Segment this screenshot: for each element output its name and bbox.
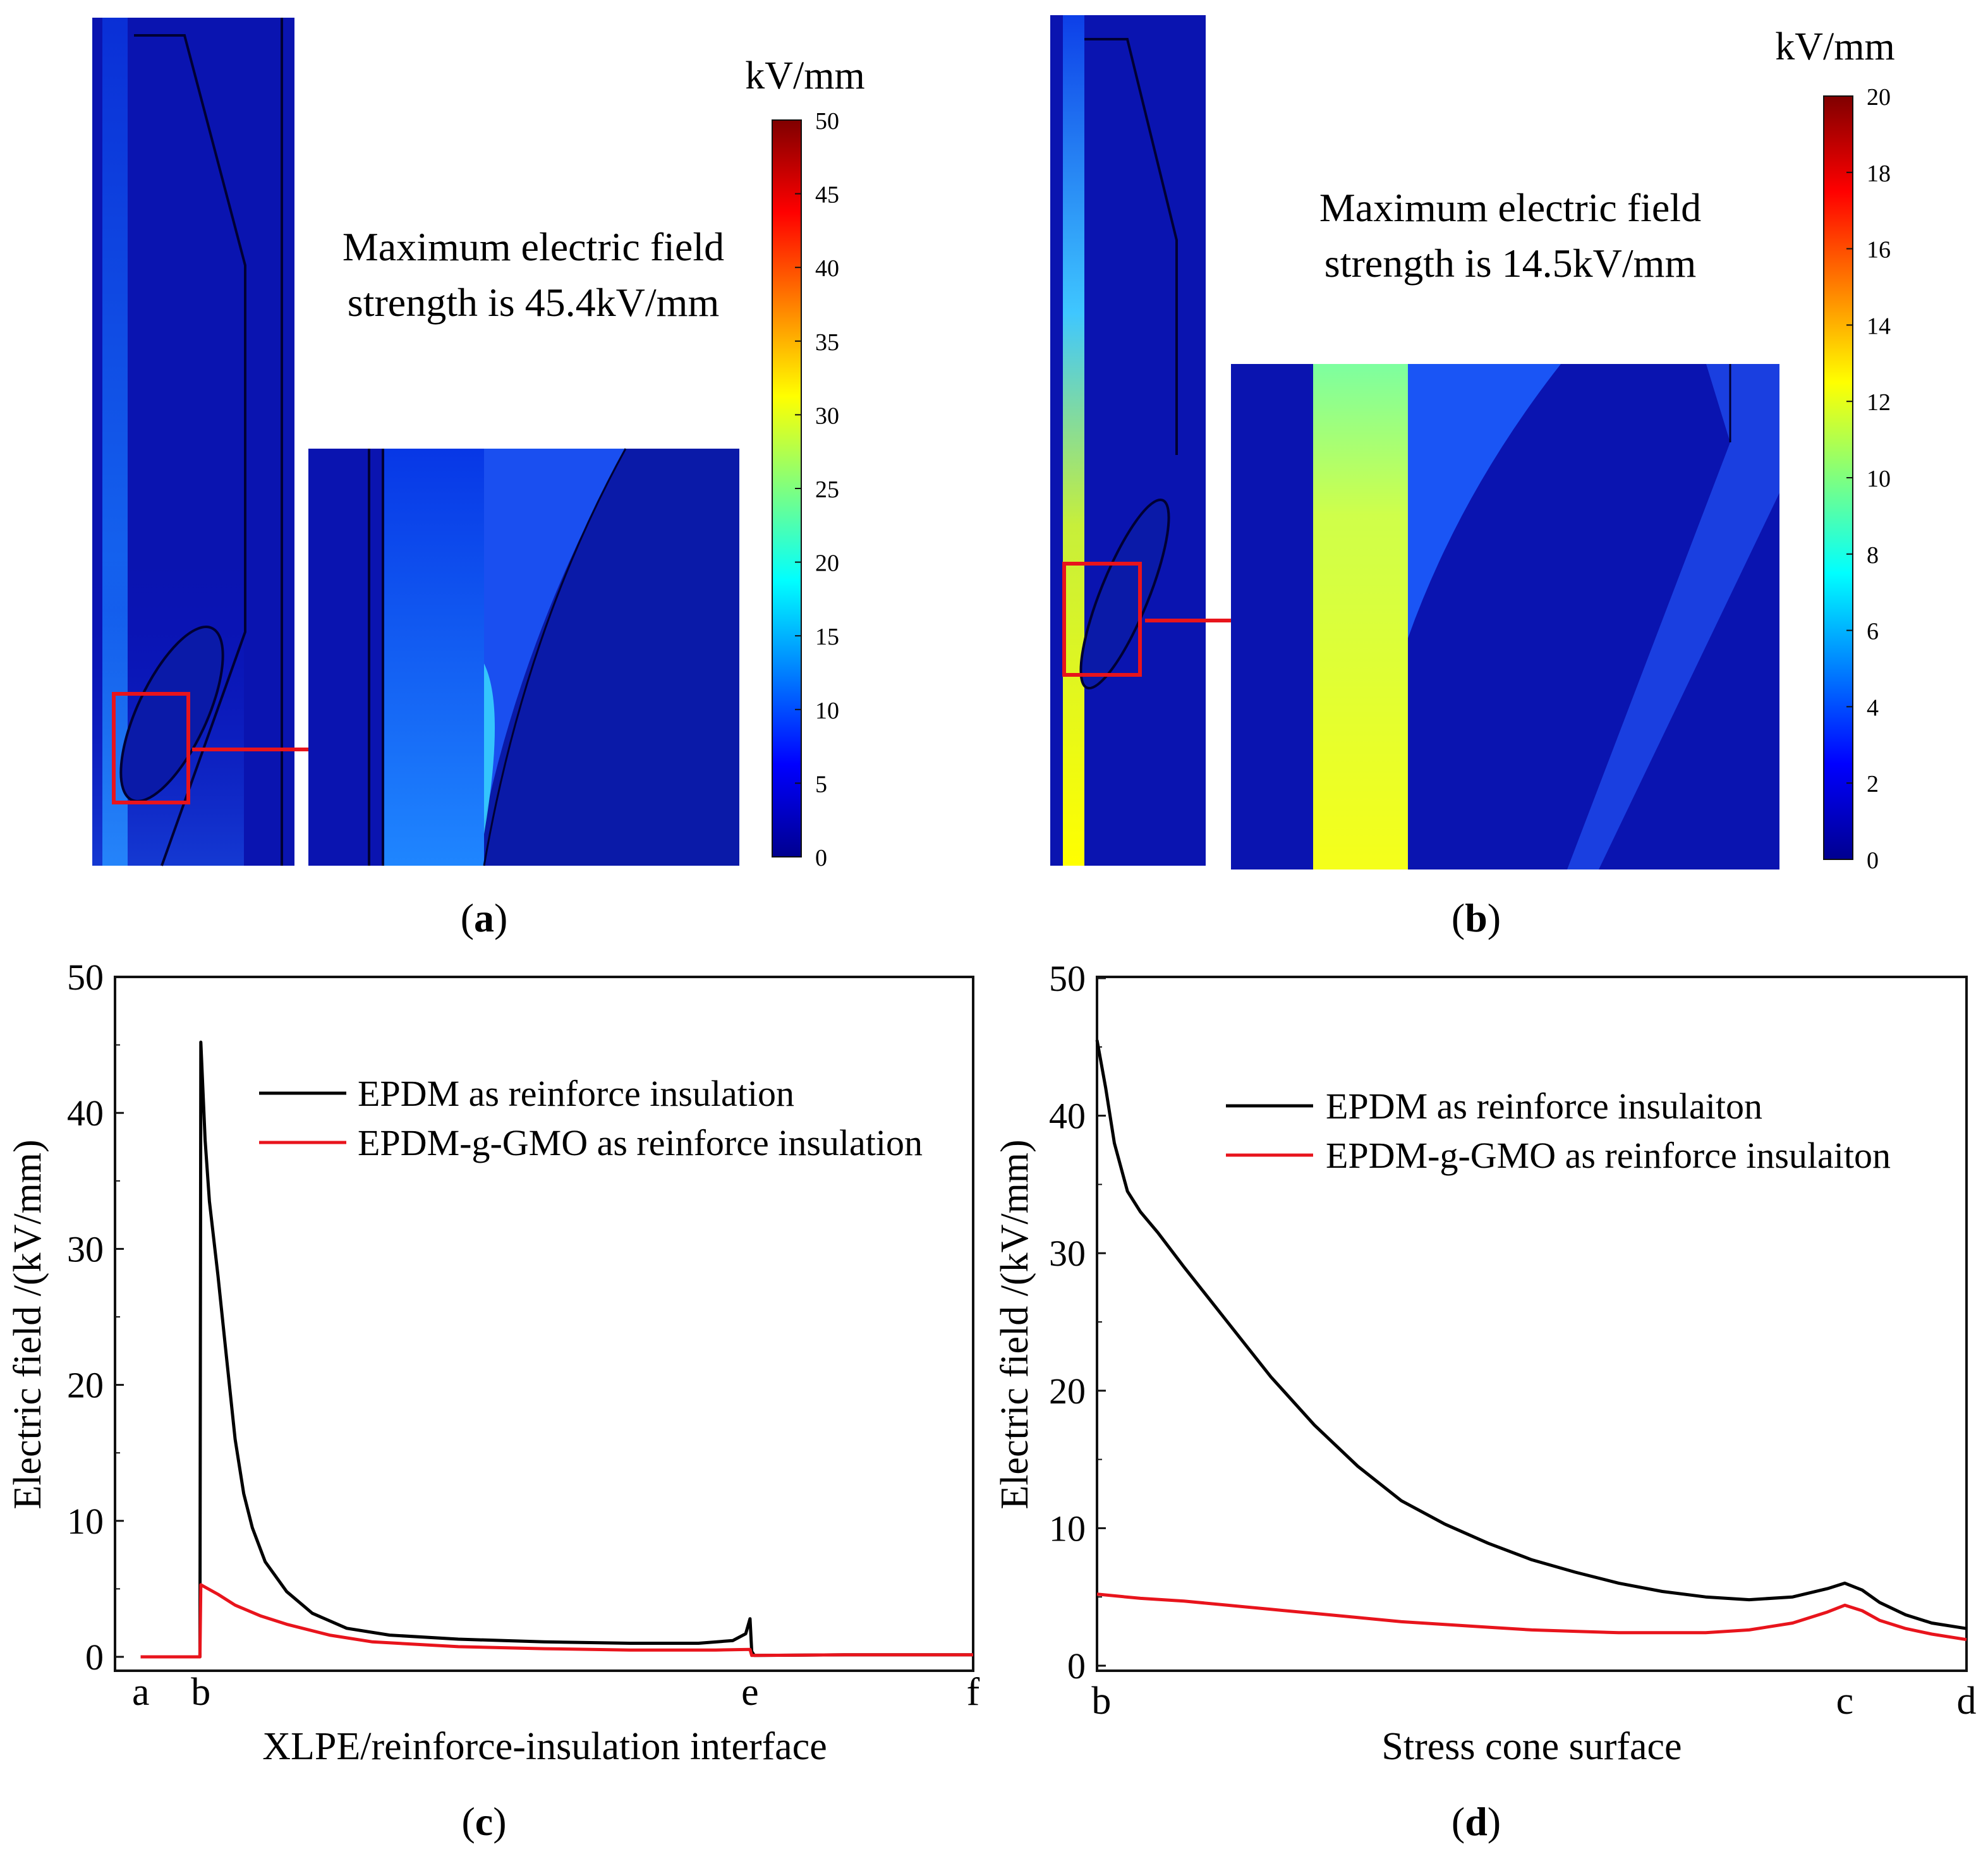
panel-b-annotation-line2: strength is 14.5kV/mm bbox=[1324, 241, 1696, 286]
panel-b-colorbar-tick-label: 18 bbox=[1867, 161, 1891, 187]
panel-a-colorbar-unit: kV/mm bbox=[745, 54, 864, 97]
panel-b-colorbar-tick-label: 2 bbox=[1867, 771, 1879, 797]
panel-d-chart: 0 10 20 30 40 50 b c d EPDM as reinforce insula… bbox=[993, 958, 1977, 1844]
panel-b-colorbar-tick-label: 20 bbox=[1867, 84, 1891, 111]
panel-c-y-ticks: 0 10 20 30 40 50 bbox=[67, 957, 124, 1678]
panel-a-colorbar-tick-label: 35 bbox=[815, 329, 839, 356]
panel-a-zoom-conductor bbox=[384, 449, 484, 866]
panel-a-label-letter: a bbox=[474, 895, 494, 940]
panel-c-y-tick-label: 50 bbox=[67, 957, 104, 998]
panel-a-zoom-reinforce bbox=[484, 449, 626, 821]
panel-c-y-tick-label: 10 bbox=[67, 1501, 104, 1542]
panel-b-field-map: Maximum electric field strength is 14.5k… bbox=[1050, 15, 1895, 940]
panel-c-y-tick-label: 40 bbox=[67, 1093, 104, 1134]
panel-c-x-tick-label-b: b bbox=[191, 1671, 210, 1714]
panel-c-x-tick-label-f: f bbox=[967, 1671, 980, 1714]
panel-c-x-tick-label-e: e bbox=[741, 1671, 759, 1714]
panel-d-y-tick-label: 20 bbox=[1049, 1371, 1086, 1412]
panel-b-colorbar-tick-label: 10 bbox=[1867, 466, 1891, 492]
panel-a-colorbar-tick-label: 20 bbox=[815, 550, 839, 577]
panel-b-colorbar-tick-label: 8 bbox=[1867, 542, 1879, 569]
panel-c-y-axis-title: Electric field /(kV/mm) bbox=[6, 1139, 49, 1509]
panel-a-zoom-hotspot bbox=[484, 663, 495, 834]
panel-a-label: (a) bbox=[461, 895, 508, 940]
panel-b-colorbar-tick-label: 14 bbox=[1867, 313, 1891, 339]
legend-label-epdm-g-gmo-d: EPDM-g-GMO as reinforce insulaiton bbox=[1326, 1135, 1891, 1176]
panel-a-colorbar-tick-label: 5 bbox=[815, 771, 827, 797]
panel-b-label: (b) bbox=[1452, 895, 1501, 940]
panel-b-zoom-right-band bbox=[1567, 364, 1779, 869]
panel-a-colorbar-tick-label: 15 bbox=[815, 624, 839, 650]
panel-d-x-tick-label-c: c bbox=[1836, 1680, 1854, 1723]
panel-c-series-epdm-line bbox=[140, 1040, 973, 1659]
panel-d-label-letter: d bbox=[1465, 1799, 1488, 1844]
panel-d-series-epdm-line bbox=[1095, 1039, 1967, 1630]
panel-a-colorbar-tick-label: 0 bbox=[815, 845, 827, 871]
panel-a-annotation-line1: Maximum electric field bbox=[342, 224, 724, 269]
panel-b-zoom-reinforce bbox=[1408, 364, 1561, 638]
panel-d-y-tick-label: 50 bbox=[1049, 958, 1086, 999]
panel-a-stress-cone-outline bbox=[134, 34, 246, 866]
panel-c-x-axis-title: XLPE/reinforce-insulation interface bbox=[262, 1725, 827, 1768]
panel-d-y-tick-label: 0 bbox=[1067, 1645, 1086, 1687]
panel-d-x-ticks: b c d bbox=[1091, 1680, 1976, 1723]
panel-c-y-tick-label: 20 bbox=[67, 1365, 104, 1406]
legend-label-epdm: EPDM as reinforce insulation bbox=[358, 1073, 794, 1114]
panel-b-colorbar-unit: kV/mm bbox=[1775, 25, 1894, 68]
panel-d-x-axis-title: Stress cone surface bbox=[1381, 1725, 1682, 1768]
panel-b-deflector bbox=[1079, 498, 1170, 690]
panel-d-series-epdm-g-gmo-line bbox=[1096, 1592, 1967, 1642]
panel-c-y-tick-label: 30 bbox=[67, 1228, 104, 1269]
panel-b-stress-cone-outline bbox=[1084, 38, 1178, 455]
panel-c-series-epdm-g-gmo-line bbox=[140, 1583, 973, 1659]
panel-b-conductor-strip bbox=[1063, 15, 1084, 866]
panel-a-colorbar-tick-label: 45 bbox=[815, 182, 839, 209]
panel-d-y-axis-title: Electric field /(kV/mm) bbox=[993, 1139, 1036, 1509]
panel-c-series bbox=[140, 1040, 973, 1659]
panel-c-y-tick-label: 0 bbox=[85, 1637, 104, 1678]
panel-a-highlight-box bbox=[112, 692, 190, 804]
panel-b-highlight-box bbox=[1062, 562, 1142, 677]
panel-a-zoom-left bbox=[308, 449, 383, 866]
panel-d-y-tick-label: 40 bbox=[1049, 1096, 1086, 1137]
panel-a-colorbar-tick-label: 40 bbox=[815, 255, 839, 282]
panel-c-label: (c) bbox=[461, 1799, 506, 1844]
panel-d-x-tick-label-d: d bbox=[1957, 1680, 1977, 1723]
panel-a-colorbar-tick-label: 30 bbox=[815, 403, 839, 429]
panel-d-x-tick-label-b: b bbox=[1091, 1680, 1111, 1723]
panel-b-zoom-conductor bbox=[1313, 364, 1408, 869]
panel-a-deflector bbox=[119, 626, 224, 803]
panel-b-colorbar-tick-label: 12 bbox=[1867, 389, 1891, 416]
panel-d-series bbox=[1095, 1039, 1967, 1642]
legend-label-epdm-d: EPDM as reinforce insulaiton bbox=[1326, 1086, 1762, 1127]
panel-b-colorbar-tick-label: 16 bbox=[1867, 237, 1891, 264]
panel-d-y-ticks: 0 10 20 30 40 50 bbox=[1049, 958, 1106, 1687]
panel-a-field-map: Maximum electric field strength is 45.4k… bbox=[92, 18, 865, 940]
panel-a-colorbar-tick-label: 10 bbox=[815, 698, 839, 724]
panel-c-x-tick-label-a: a bbox=[132, 1671, 150, 1714]
panel-b-annotation-line1: Maximum electric field bbox=[1319, 185, 1701, 230]
panel-a-annotation-line2: strength is 45.4kV/mm bbox=[348, 280, 719, 325]
panel-b-colorbar-tick-label: 4 bbox=[1867, 694, 1879, 721]
legend-label-epdm-g-gmo: EPDM-g-GMO as reinforce insulation bbox=[358, 1122, 923, 1163]
panel-b-label-letter: b bbox=[1465, 895, 1488, 940]
panel-a-zoom-cone-edge bbox=[483, 448, 627, 866]
panel-a-colorbar-tick-label: 25 bbox=[815, 476, 839, 503]
panel-a-colorbar-tick-label: 50 bbox=[815, 108, 839, 135]
panel-d-plot-frame bbox=[1096, 976, 1968, 1672]
panel-c-label-letter: c bbox=[475, 1799, 493, 1844]
panel-b-colorbar-tick-label: 0 bbox=[1867, 847, 1879, 874]
panel-d-label: (d) bbox=[1452, 1799, 1501, 1844]
panel-c-plot-frame bbox=[114, 976, 974, 1672]
panel-d-y-tick-label: 10 bbox=[1049, 1508, 1086, 1549]
panel-d-y-tick-label: 30 bbox=[1049, 1233, 1086, 1274]
panel-b-colorbar-tick-label: 6 bbox=[1867, 619, 1879, 645]
